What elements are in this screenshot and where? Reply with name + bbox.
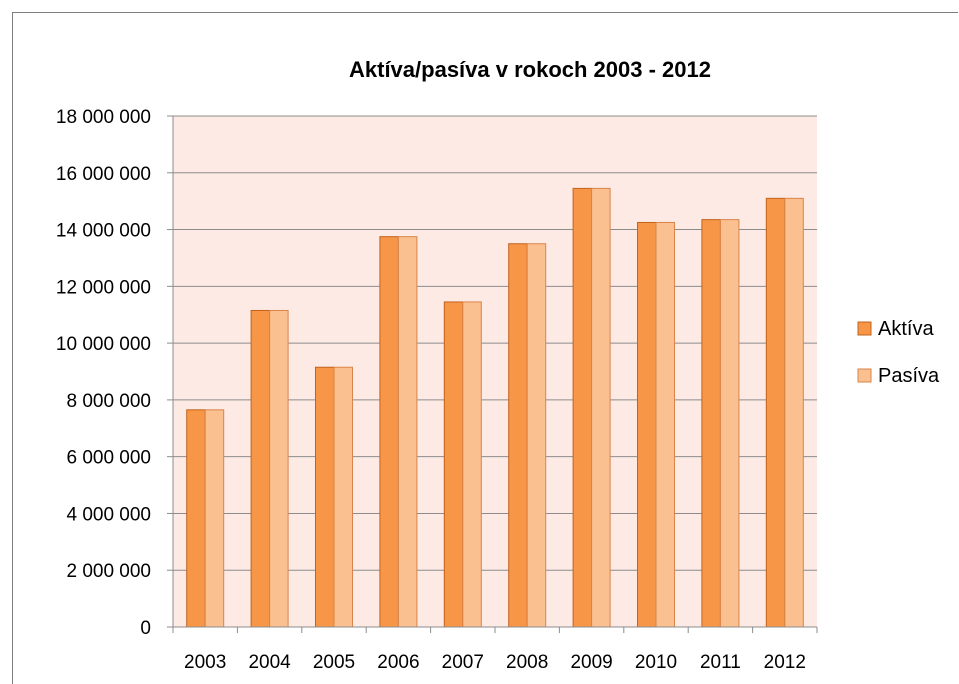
bar-pasiva-2004 xyxy=(269,309,289,628)
bar-aktiva-2012 xyxy=(765,197,786,628)
y-tick-label: 4 000 000 xyxy=(66,504,151,525)
y-tick-label: 10 000 000 xyxy=(56,334,151,355)
x-axis-tick-labels: 2003 2004 2005 2006 2007 2008 2009 2010 2011 2012 xyxy=(184,652,806,673)
x-tick-label: 2007 xyxy=(442,652,484,673)
legend-label-aktiva: Aktíva xyxy=(878,318,934,340)
bar-pasiva-2012 xyxy=(784,197,804,628)
bar-pasiva-2011 xyxy=(719,219,740,628)
y-axis-tick-labels: 0 2 000 000 4 000 000 6 000 000 8 000 000 10 … xyxy=(56,107,151,639)
bar-pasiva-2005 xyxy=(333,366,353,628)
bar-aktiva-2004 xyxy=(250,309,271,628)
bar-pasiva-2010 xyxy=(655,221,675,628)
bar-aktiva-2006 xyxy=(379,236,399,628)
bar-aktiva-2011 xyxy=(701,219,721,628)
bar-pasiva-2003 xyxy=(204,409,225,628)
x-tick-label: 2012 xyxy=(764,652,806,673)
x-tick-label: 2005 xyxy=(313,652,355,673)
x-tick-label: 2011 xyxy=(700,652,741,673)
bar-aktiva-2008 xyxy=(508,243,528,628)
x-tick-label: 2009 xyxy=(570,652,612,673)
bar-pasiva-2009 xyxy=(591,187,611,628)
bar-pasiva-2008 xyxy=(526,243,547,628)
y-tick-label: 6 000 000 xyxy=(66,448,151,469)
x-tick-label: 2003 xyxy=(184,652,226,673)
bar-aktiva-2003 xyxy=(186,409,206,628)
legend-label-pasiva: Pasíva xyxy=(878,365,940,387)
legend-swatch-aktiva xyxy=(857,321,872,336)
axes xyxy=(167,115,818,633)
x-tick-label: 2010 xyxy=(635,652,677,673)
bar-pasiva-2007 xyxy=(462,301,482,628)
y-tick-label: 0 xyxy=(140,618,151,639)
bar-aktiva-2007 xyxy=(443,301,464,628)
y-tick-label: 12 000 000 xyxy=(56,277,151,298)
x-tick-label: 2006 xyxy=(377,652,419,673)
legend-swatch-pasiva xyxy=(857,368,872,383)
y-tick-label: 8 000 000 xyxy=(66,391,151,412)
legend: Aktíva Pasíva xyxy=(857,318,940,387)
bar-aktiva-2009 xyxy=(572,187,593,628)
bar-aktiva-2010 xyxy=(637,221,657,628)
y-tick-label: 14 000 000 xyxy=(56,221,151,242)
x-tick-label: 2004 xyxy=(248,652,291,673)
y-tick-label: 16 000 000 xyxy=(56,164,151,185)
y-tick-label: 18 000 000 xyxy=(56,107,151,128)
x-tick-label: 2008 xyxy=(506,652,548,673)
y-tick-label: 2 000 000 xyxy=(66,561,151,582)
bar-pasiva-2006 xyxy=(397,236,418,628)
bar-aktiva-2005 xyxy=(315,366,335,628)
chart-title: Aktíva/pasíva v rokoch 2003 - 2012 xyxy=(349,57,711,82)
bars xyxy=(186,187,804,628)
